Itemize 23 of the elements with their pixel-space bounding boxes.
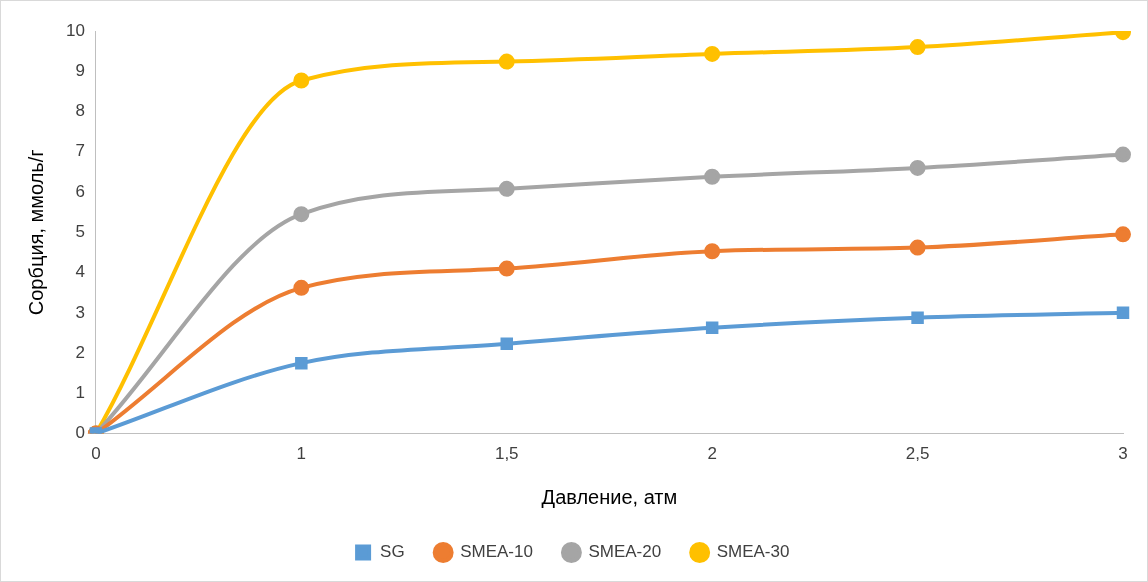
legend-label: SG	[380, 542, 405, 562]
legend-label: SMEA-20	[588, 542, 662, 562]
y-axis-title: Сорбция, ммоль/г	[24, 149, 47, 316]
y-tick-label: 4	[75, 262, 85, 282]
x-tick-label: 3	[1118, 444, 1128, 464]
x-tick-label: 1	[296, 444, 307, 464]
x-tick-label: 2,5	[905, 444, 930, 464]
y-tick-label: 8	[75, 101, 85, 121]
legend-label: SMEA-10	[460, 542, 533, 562]
x-tick-label: 1,5	[494, 444, 519, 464]
y-tick-label: 2	[75, 342, 85, 362]
x-tick-label: 0	[91, 444, 101, 464]
y-tick-label: 6	[75, 181, 85, 201]
y-tick-label: 5	[75, 221, 85, 241]
x-tick-label: 2	[707, 444, 717, 464]
y-tick-label: 7	[75, 141, 85, 161]
legend-label: SMEA-30	[716, 542, 790, 562]
y-tick-label: 1	[75, 383, 85, 403]
x-axis-title: Давление, атм	[541, 485, 678, 508]
y-tick-label: 0	[75, 423, 85, 443]
y-tick-label: 3	[75, 302, 85, 322]
y-tick-label: 9	[75, 60, 85, 80]
y-tick-label: 10	[65, 20, 85, 40]
